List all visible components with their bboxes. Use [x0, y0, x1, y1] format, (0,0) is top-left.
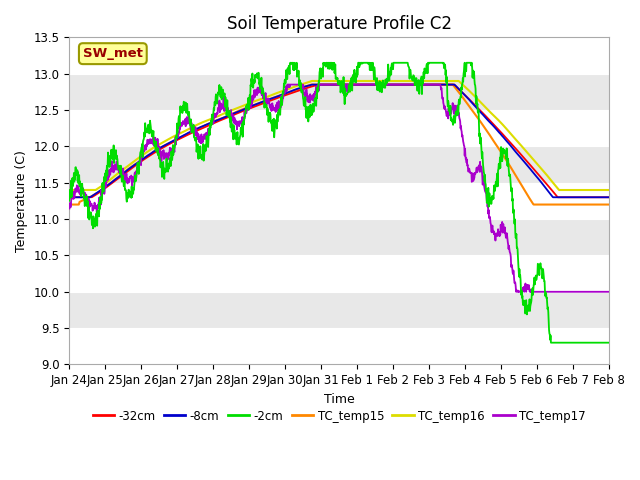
Bar [69, 328, 609, 364]
Legend: -32cm, -8cm, -2cm, TC_temp15, TC_temp16, TC_temp17: -32cm, -8cm, -2cm, TC_temp15, TC_temp16,… [88, 405, 591, 427]
Y-axis label: Temperature (C): Temperature (C) [15, 150, 28, 252]
Text: SW_met: SW_met [83, 47, 143, 60]
Bar [69, 37, 609, 74]
Bar [69, 110, 609, 146]
X-axis label: Time: Time [324, 393, 355, 406]
Bar [69, 255, 609, 292]
Bar [69, 183, 609, 219]
Title: Soil Temperature Profile C2: Soil Temperature Profile C2 [227, 15, 452, 33]
